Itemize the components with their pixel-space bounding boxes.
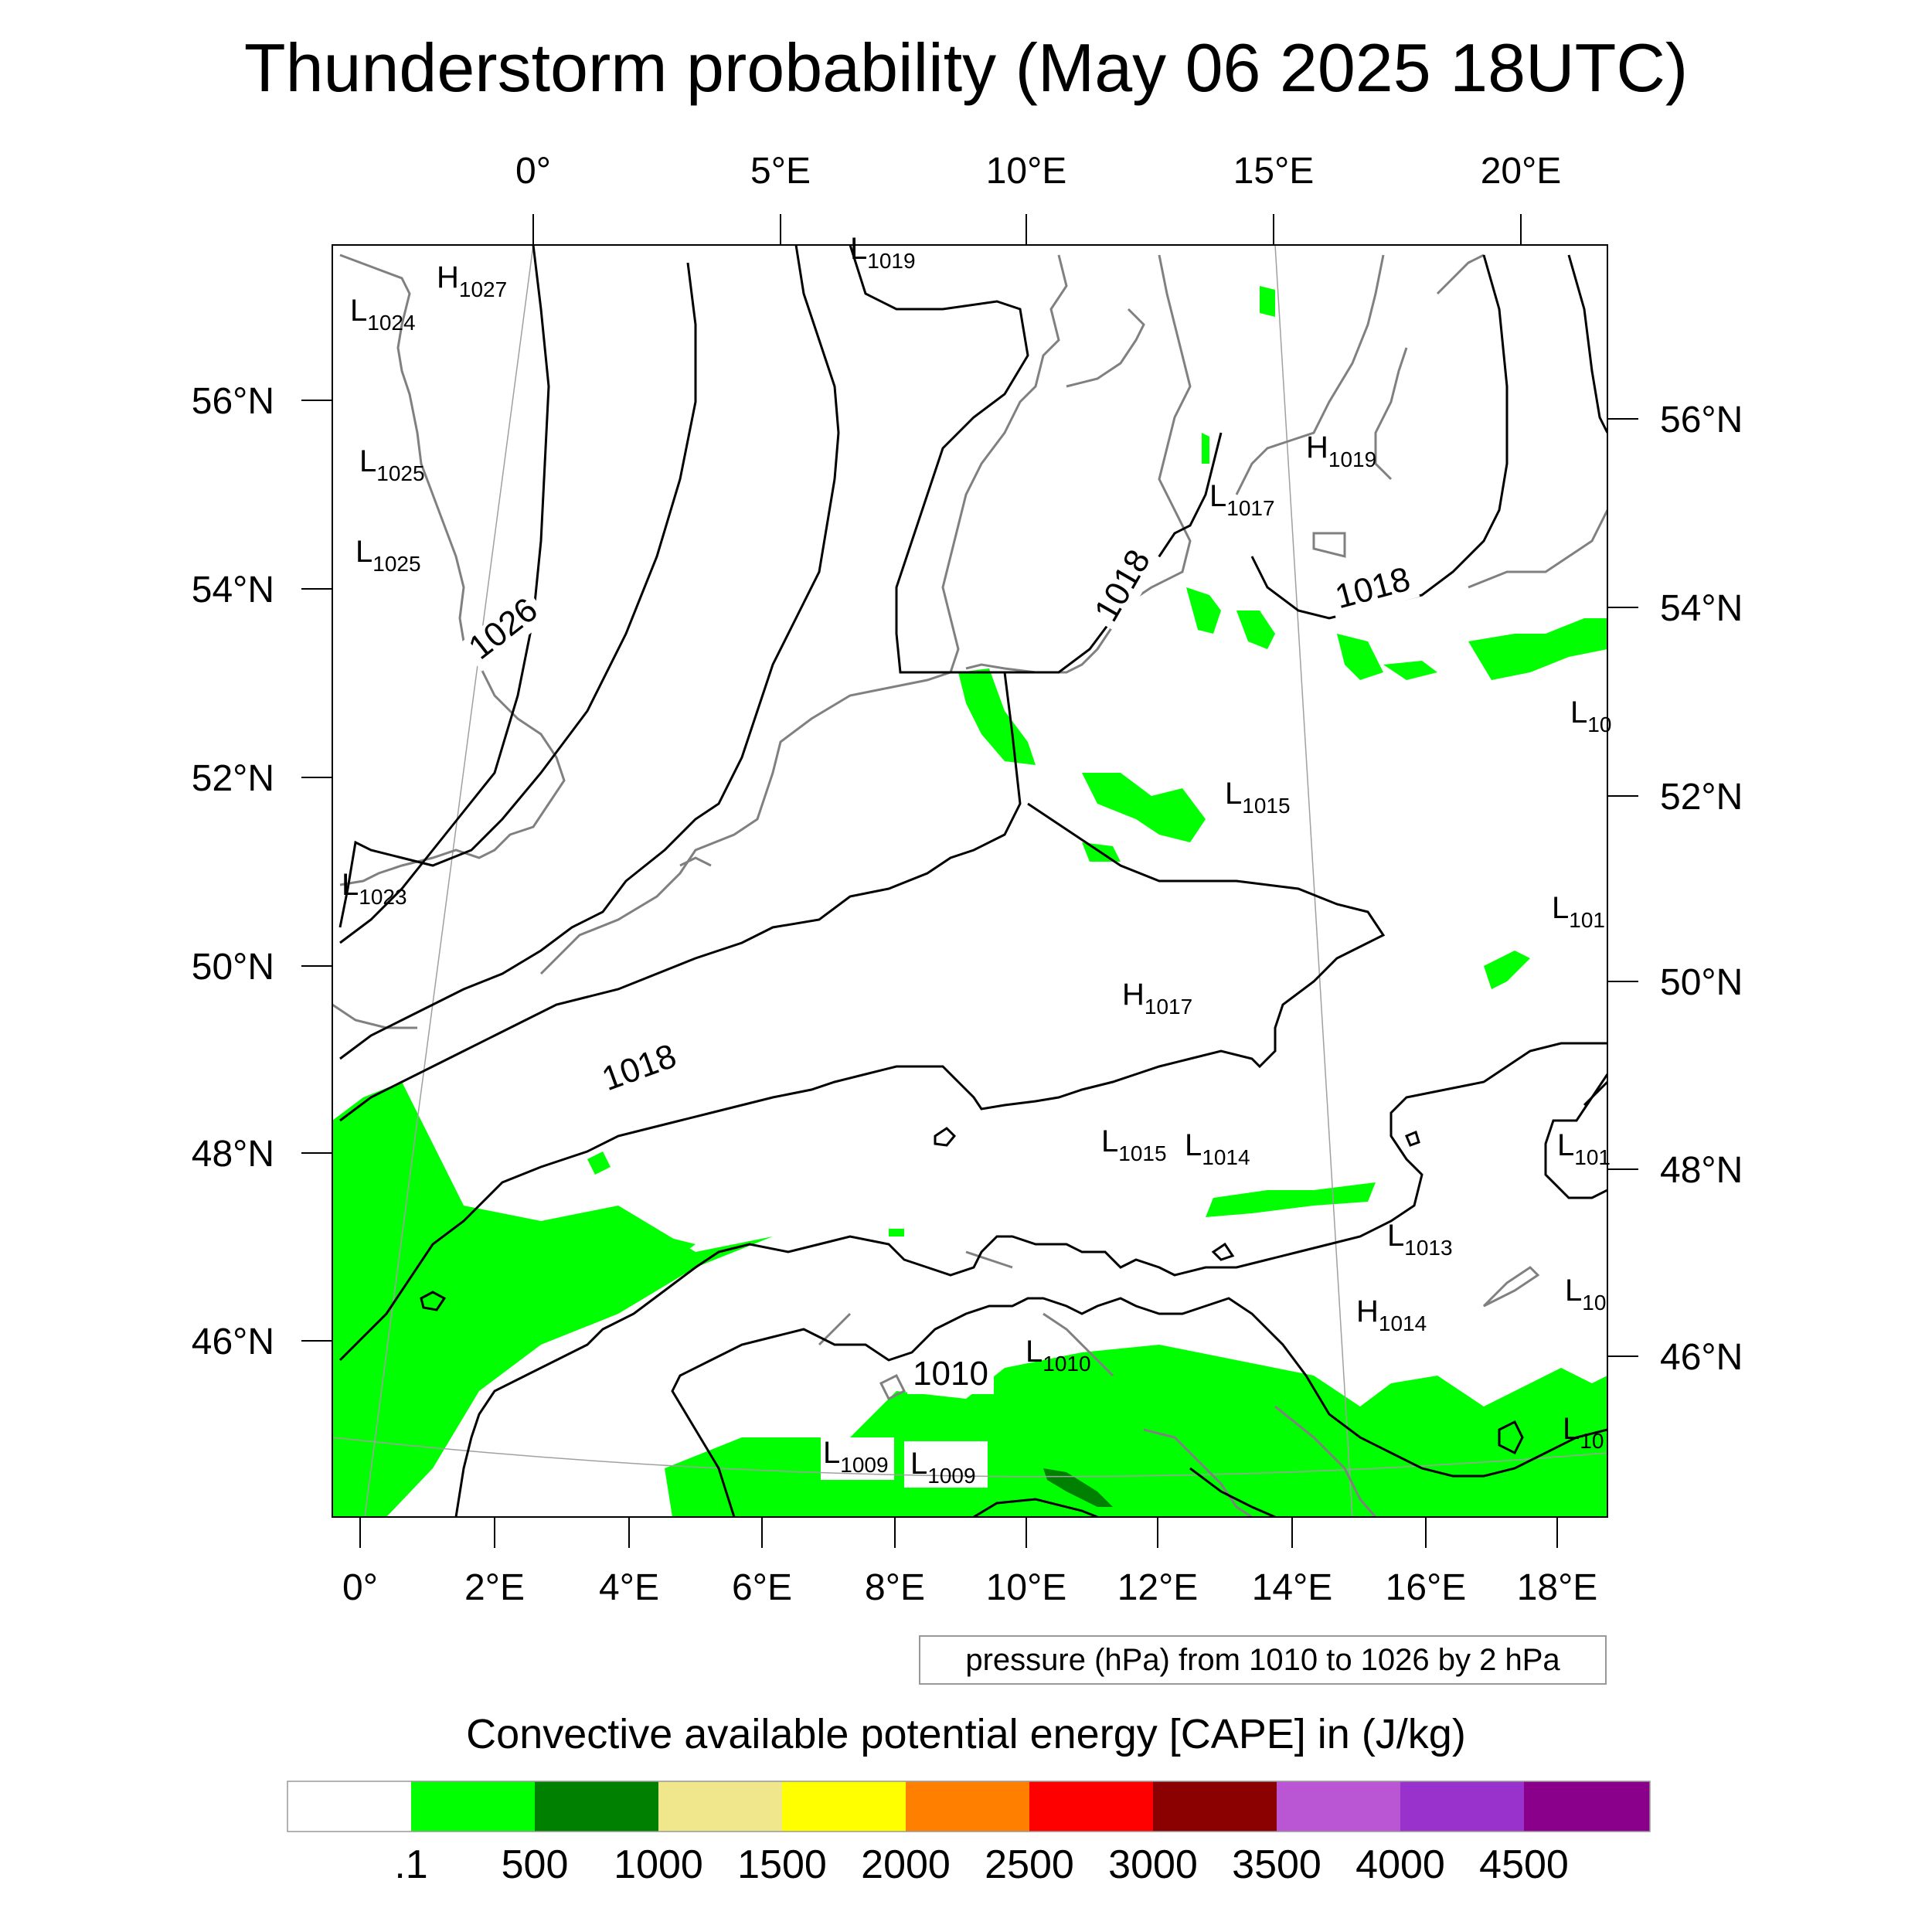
- colorbar-title: Convective available potential energy [C…: [466, 1711, 1466, 1757]
- pressure-center: H1027: [437, 260, 507, 301]
- colorbar-swatch: [1524, 1781, 1650, 1832]
- pressure-center: L1015: [1225, 777, 1291, 818]
- lon-label: 16°E: [1386, 1567, 1467, 1608]
- colorbar-swatch: [411, 1781, 535, 1832]
- colorbar-swatch: [1400, 1781, 1524, 1832]
- pressure-center: L10: [1570, 696, 1611, 736]
- cape-shading: [332, 286, 1607, 1517]
- top-longitude-labels: 0° 5°E 10°E 15°E 20°E: [515, 151, 1561, 192]
- lon-label: 20°E: [1481, 151, 1562, 192]
- pressure-center: L1019: [850, 232, 916, 273]
- pressure-center: L10: [1565, 1274, 1606, 1315]
- lon-label: 10°E: [986, 151, 1067, 192]
- map-frame: [332, 244, 1608, 1518]
- colorbar-label: 1000: [614, 1842, 703, 1887]
- colorbar: [287, 1781, 1651, 1832]
- lat-label: 50°N: [1660, 962, 1743, 1003]
- lat-label: 54°N: [1660, 588, 1743, 629]
- pressure-center: L1024: [350, 294, 416, 335]
- colorbar-label: 2500: [985, 1842, 1074, 1887]
- colorbar-label: 3500: [1232, 1842, 1321, 1887]
- colorbar-swatch: [287, 1781, 411, 1832]
- pressure-centers: L1019 H1027 L1024 L1025 L1025 H1019 L101…: [342, 232, 1611, 1488]
- lon-label: 0°: [342, 1567, 378, 1608]
- pressure-center: L10: [1563, 1412, 1604, 1453]
- colorbar-swatch: [906, 1781, 1029, 1832]
- lon-label: 0°: [515, 151, 551, 192]
- colorbar-label: 1500: [737, 1842, 827, 1887]
- left-latitude-labels: 56°N 54°N 52°N 50°N 48°N 46°N: [192, 381, 274, 1362]
- lat-label: 56°N: [1660, 400, 1743, 440]
- colorbar-label: 500: [502, 1842, 569, 1887]
- pressure-center: L1010: [1026, 1335, 1091, 1376]
- pressure-center: L1009: [910, 1447, 976, 1488]
- lon-label: 8°E: [865, 1567, 925, 1608]
- colorbar-swatch: [782, 1781, 906, 1832]
- colorbar-swatch: [1029, 1781, 1153, 1832]
- lon-label: 4°E: [599, 1567, 659, 1608]
- lat-label: 48°N: [192, 1134, 274, 1175]
- colorbar-label: 4500: [1479, 1842, 1569, 1887]
- label-box: [904, 1441, 988, 1488]
- map-plot-area: [332, 244, 1608, 1518]
- cape-shading-high: [1043, 1468, 1113, 1507]
- pressure-center: L101: [1557, 1128, 1611, 1169]
- lat-label: 48°N: [1660, 1150, 1743, 1191]
- pressure-center: L1014: [1185, 1128, 1250, 1169]
- lat-label: 46°N: [1660, 1337, 1743, 1378]
- lat-label: 52°N: [192, 758, 274, 799]
- pressure-center: L101: [1552, 891, 1605, 932]
- isobar-label: 1010: [913, 1355, 988, 1393]
- lat-label: 50°N: [192, 947, 274, 988]
- colorbar-label: 2000: [861, 1842, 951, 1887]
- lon-label: 12°E: [1117, 1567, 1199, 1608]
- lon-label: 2°E: [464, 1567, 525, 1608]
- chart-title: Thunderstorm probability (May 06 2025 18…: [244, 29, 1688, 106]
- lat-label: 46°N: [192, 1321, 274, 1362]
- pressure-center: L1025: [359, 444, 425, 485]
- contour-info-box: pressure (hPa) from 1010 to 1026 by 2 hP…: [919, 1635, 1607, 1685]
- pressure-center: H1019: [1306, 430, 1376, 471]
- contour-info-text: pressure (hPa) from 1010 to 1026 by 2 hP…: [965, 1643, 1560, 1677]
- bottom-longitude-labels: 0° 2°E 4°E 6°E 8°E 10°E 12°E 14°E 16°E 1…: [342, 1567, 1597, 1608]
- lon-label: 14°E: [1252, 1567, 1333, 1608]
- lon-label: 10°E: [986, 1567, 1067, 1608]
- tick-marks: [301, 214, 1638, 1548]
- lon-label: 18°E: [1517, 1567, 1598, 1608]
- pressure-center: L1013: [1387, 1219, 1453, 1260]
- lat-label: 56°N: [192, 381, 274, 422]
- colorbar-swatch: [1277, 1781, 1400, 1832]
- lon-label: 5°E: [750, 151, 811, 192]
- colorbar-swatch: [535, 1781, 658, 1832]
- colorbar-swatch: [658, 1781, 782, 1832]
- right-latitude-labels: 56°N 54°N 52°N 50°N 48°N 46°N: [1660, 400, 1743, 1378]
- pressure-center: H1017: [1122, 978, 1192, 1019]
- pressure-center: L1023: [342, 868, 407, 909]
- colorbar-label: .1: [394, 1842, 427, 1887]
- lat-label: 54°N: [192, 570, 274, 611]
- isobars: [338, 245, 1607, 1517]
- colorbar-labels: .1 500 1000 1500 2000 2500 3000 3500 400…: [394, 1842, 1569, 1887]
- pressure-center: L1017: [1209, 479, 1275, 520]
- colorbar-label: 3000: [1108, 1842, 1198, 1887]
- colorbar-label: 4000: [1355, 1842, 1445, 1887]
- pressure-center: H1014: [1356, 1294, 1427, 1335]
- pressure-center: L1009: [823, 1436, 889, 1477]
- lat-label: 52°N: [1660, 777, 1743, 818]
- lon-label: 6°E: [732, 1567, 792, 1608]
- colorbar-swatch: [1153, 1781, 1277, 1832]
- pressure-center: L1025: [355, 535, 421, 576]
- lon-label: 15°E: [1233, 151, 1315, 192]
- pressure-center: L1015: [1101, 1124, 1167, 1165]
